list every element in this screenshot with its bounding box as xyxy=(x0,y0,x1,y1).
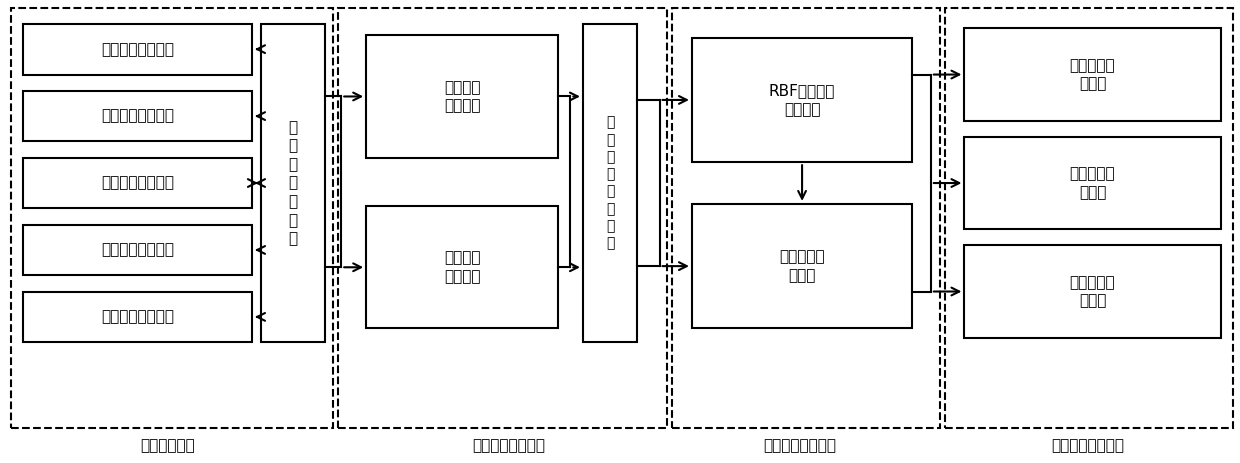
Bar xyxy=(24,225,252,275)
Text: 负荷类型
确定单元: 负荷类型 确定单元 xyxy=(444,80,480,113)
Bar xyxy=(366,206,558,328)
Bar xyxy=(366,35,558,157)
Text: 负荷特性分析模块: 负荷特性分析模块 xyxy=(472,438,546,454)
Bar xyxy=(24,24,252,75)
Text: 负荷数据统计单元: 负荷数据统计单元 xyxy=(102,243,174,257)
Text: 短期负荷预
测单元: 短期负荷预 测单元 xyxy=(779,249,825,283)
Bar xyxy=(965,28,1220,121)
Text: 电能账户创建单元: 电能账户创建单元 xyxy=(102,42,174,56)
Bar xyxy=(965,245,1220,338)
Text: 短期负荷预测模块: 短期负荷预测模块 xyxy=(763,438,836,454)
Bar xyxy=(965,137,1220,229)
Text: 负
荷
特
性
分
析
单
元: 负 荷 特 性 分 析 单 元 xyxy=(606,115,614,250)
Text: 参考电价调节单元: 参考电价调节单元 xyxy=(102,175,174,191)
Text: RBF神经网络
建模单元: RBF神经网络 建模单元 xyxy=(769,83,836,117)
Text: 初拟订单推送单元: 初拟订单推送单元 xyxy=(102,109,174,124)
Text: 在
线
数
据
库
单
元: 在 线 数 据 库 单 元 xyxy=(289,120,298,246)
Bar xyxy=(24,157,252,208)
Bar xyxy=(945,7,1233,428)
Text: 电量订单评价单元: 电量订单评价单元 xyxy=(102,309,174,325)
Bar xyxy=(260,24,325,342)
Text: 网购电量模块: 网购电量模块 xyxy=(140,438,195,454)
Text: 预测曲线绘
制单元: 预测曲线绘 制单元 xyxy=(1070,166,1115,200)
Bar xyxy=(337,7,667,428)
Text: 预测结果输
出单元: 预测结果输 出单元 xyxy=(1070,58,1115,91)
Bar xyxy=(11,7,332,428)
Text: 预测结果输出模块: 预测结果输出模块 xyxy=(1052,438,1125,454)
Text: 预测误差分
析单元: 预测误差分 析单元 xyxy=(1070,275,1115,308)
Bar xyxy=(583,24,637,342)
Bar xyxy=(24,91,252,142)
Bar xyxy=(692,38,913,162)
Bar xyxy=(24,292,252,342)
Bar xyxy=(692,204,913,328)
Text: 影响因子
确定单元: 影响因子 确定单元 xyxy=(444,250,480,284)
Bar xyxy=(672,7,940,428)
